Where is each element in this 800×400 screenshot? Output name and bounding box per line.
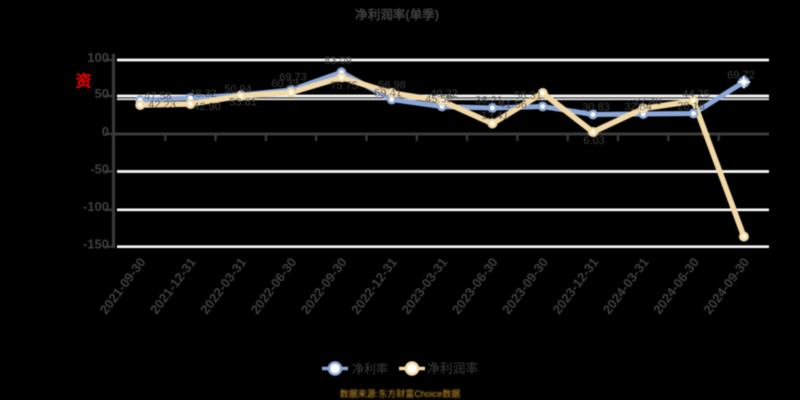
svg-text:28.16: 28.16 bbox=[677, 101, 705, 113]
svg-text:56.31: 56.31 bbox=[514, 90, 542, 102]
svg-text:40.22: 40.22 bbox=[430, 88, 458, 100]
svg-text:56.98: 56.98 bbox=[378, 80, 406, 92]
svg-text:50.94: 50.94 bbox=[224, 84, 252, 96]
svg-text:27.48: 27.48 bbox=[634, 96, 662, 108]
svg-text:47.58: 47.58 bbox=[144, 91, 172, 103]
svg-text:-150: -150 bbox=[83, 237, 109, 252]
svg-text:6.03: 6.03 bbox=[583, 135, 604, 147]
svg-text:53.61: 53.61 bbox=[229, 97, 257, 109]
svg-text:13.41: 13.41 bbox=[481, 110, 509, 122]
svg-text:69.73: 69.73 bbox=[279, 72, 307, 84]
svg-text:44.25: 44.25 bbox=[682, 89, 710, 101]
svg-text:69.72: 69.72 bbox=[727, 70, 755, 82]
svg-text:100: 100 bbox=[87, 50, 109, 65]
svg-text:59.41: 59.41 bbox=[374, 88, 402, 100]
svg-text:32.84: 32.84 bbox=[624, 101, 652, 113]
svg-text:-50: -50 bbox=[90, 162, 109, 177]
svg-text:75.75: 75.75 bbox=[330, 80, 358, 92]
svg-text:41.56: 41.56 bbox=[499, 99, 527, 111]
svg-text:-100: -100 bbox=[83, 199, 109, 214]
svg-text:60.33: 60.33 bbox=[271, 78, 299, 90]
svg-text:42.90: 42.90 bbox=[193, 101, 221, 113]
svg-text:资: 资 bbox=[75, 72, 91, 91]
svg-text:50: 50 bbox=[95, 86, 109, 101]
svg-text:0: 0 bbox=[102, 124, 109, 139]
svg-text:42.23: 42.23 bbox=[148, 99, 176, 111]
svg-text:36.21: 36.21 bbox=[475, 95, 503, 107]
svg-text:净利润率: 净利润率 bbox=[427, 361, 478, 376]
svg-text:83.09: 83.09 bbox=[324, 55, 352, 67]
svg-text:数据来源:东方财富Choice数据: 数据来源:东方财富Choice数据 bbox=[340, 388, 461, 399]
svg-text:净利润率(单季): 净利润率(单季) bbox=[355, 7, 439, 22]
svg-text:48.32: 48.32 bbox=[189, 88, 217, 100]
svg-text:45.58: 45.58 bbox=[425, 94, 453, 106]
svg-text:30.83: 30.83 bbox=[582, 102, 610, 114]
svg-text:净利率: 净利率 bbox=[352, 361, 388, 376]
